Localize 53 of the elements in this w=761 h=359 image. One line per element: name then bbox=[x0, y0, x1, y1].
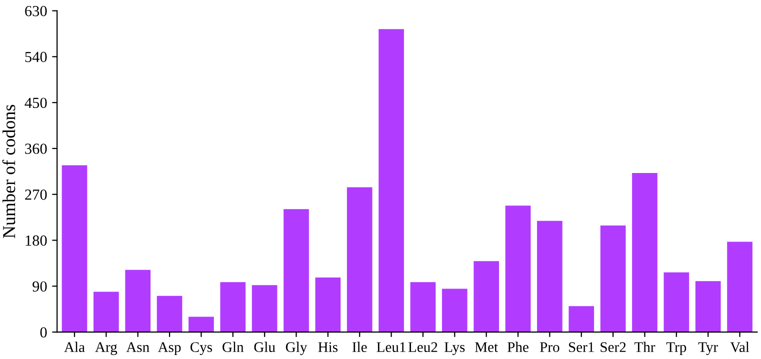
x-tick-label: Thr bbox=[634, 342, 656, 352]
bar bbox=[600, 225, 626, 332]
bar bbox=[632, 172, 658, 332]
bar bbox=[284, 209, 309, 332]
bar bbox=[727, 242, 752, 332]
x-tick-label: Cys bbox=[190, 342, 212, 356]
bar bbox=[537, 220, 562, 332]
x-tick-label: Tyr bbox=[698, 342, 718, 356]
bar bbox=[695, 281, 721, 332]
bar bbox=[346, 187, 372, 332]
x-tick-label: Arg bbox=[95, 342, 118, 356]
bar bbox=[252, 285, 278, 332]
x-tick-label: Gly bbox=[286, 342, 308, 356]
y-tick-label: 270 bbox=[25, 190, 47, 200]
y-axis-title: Number of codons bbox=[2, 104, 16, 238]
x-tick-label: Leu1 bbox=[376, 342, 406, 352]
y-tick-label: 360 bbox=[25, 144, 47, 154]
bar bbox=[62, 165, 88, 332]
x-tick-label: Asn bbox=[126, 342, 150, 352]
bar bbox=[378, 29, 404, 332]
bar bbox=[315, 278, 341, 332]
bar bbox=[505, 206, 531, 332]
y-tick-label: 90 bbox=[32, 281, 47, 292]
x-tick-label: Phe bbox=[507, 342, 528, 352]
y-tick-label: 180 bbox=[26, 235, 47, 246]
y-tick-label: 630 bbox=[25, 6, 47, 16]
x-tick-label: Glu bbox=[254, 342, 276, 352]
x-tick-label: Ile bbox=[352, 342, 367, 352]
x-tick-label: Ser1 bbox=[568, 342, 594, 352]
x-tick-label: Met bbox=[475, 342, 498, 352]
bar bbox=[220, 282, 246, 332]
bar bbox=[188, 316, 214, 332]
bar bbox=[410, 282, 436, 332]
y-tick-label: 0 bbox=[40, 327, 47, 338]
bar bbox=[442, 288, 468, 332]
y-tick-label: 450 bbox=[24, 98, 47, 108]
bar bbox=[125, 270, 151, 332]
x-tick-label: Lys bbox=[444, 342, 465, 356]
x-tick-label: Ala bbox=[64, 342, 85, 352]
bar bbox=[568, 306, 594, 332]
y-tick-label: 540 bbox=[25, 52, 47, 62]
bar bbox=[664, 272, 690, 332]
bar bbox=[474, 261, 500, 332]
x-tick-label: Val bbox=[730, 342, 750, 352]
x-tick-label: Ser2 bbox=[600, 342, 626, 352]
bar bbox=[94, 292, 119, 332]
x-tick-label: Asp bbox=[158, 342, 181, 356]
bar bbox=[156, 296, 182, 332]
x-tick-label: Leu2 bbox=[408, 342, 438, 352]
x-tick-label: Trp bbox=[666, 342, 686, 356]
x-tick-label: Pro bbox=[540, 342, 560, 352]
x-tick-label: Gln bbox=[222, 342, 244, 352]
x-tick-label: His bbox=[318, 342, 338, 352]
